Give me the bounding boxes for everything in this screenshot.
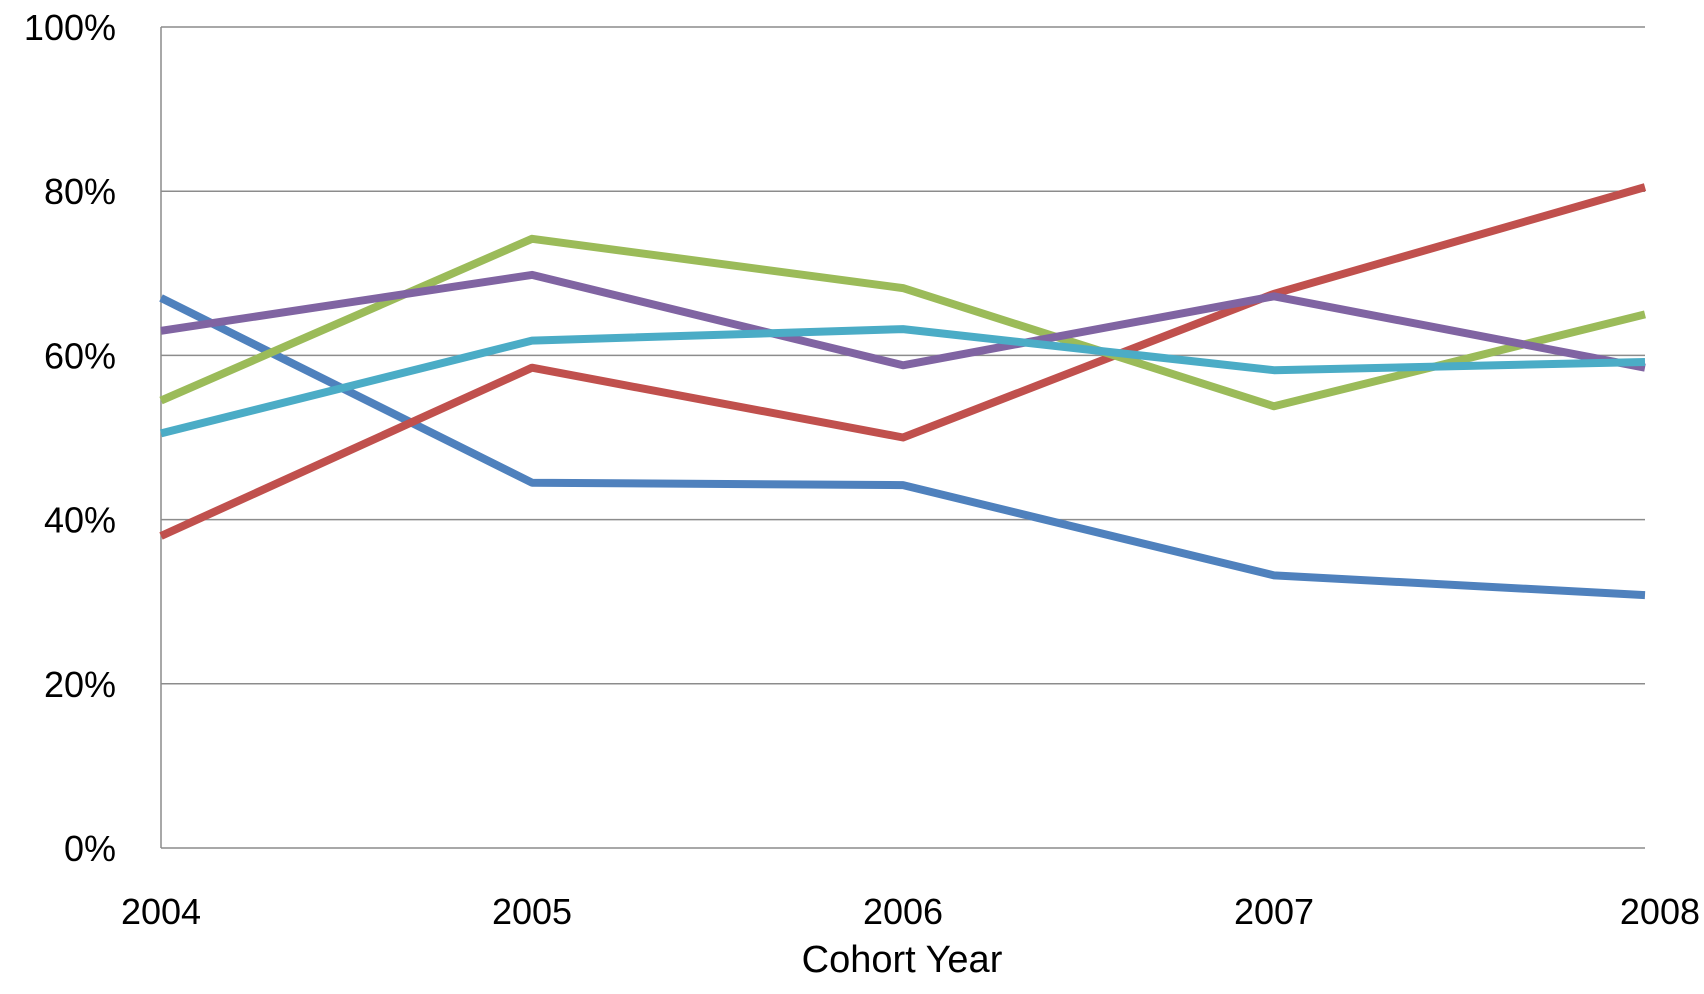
y-tick-label: 60% (44, 335, 116, 376)
series-lines (159, 183, 1647, 600)
x-tick-label: 2005 (492, 891, 572, 932)
y-tick-labels: 0% 20% 40% 60% 80% 100% (24, 7, 116, 869)
gridlines (161, 26, 1645, 685)
x-tick-label: 2004 (121, 891, 201, 932)
series-line-4 (160, 270, 1646, 372)
y-tick-label: 0% (64, 828, 116, 869)
x-tick-label: 2007 (1234, 891, 1314, 932)
series-line-5 (160, 325, 1646, 438)
x-axis-title: Cohort Year (802, 939, 1003, 981)
x-tick-label: 2006 (863, 891, 943, 932)
series-line-1 (159, 294, 1646, 600)
y-tick-label: 80% (44, 171, 116, 212)
y-tick-label: 20% (44, 664, 116, 705)
axes (160, 27, 1645, 849)
series-line-2 (159, 183, 1647, 540)
x-tick-labels: 2004 2005 2006 2007 2008 (121, 891, 1700, 932)
y-tick-label: 40% (44, 500, 116, 541)
x-tick-label: 2008 (1620, 891, 1700, 932)
y-tick-label: 100% (24, 7, 116, 48)
